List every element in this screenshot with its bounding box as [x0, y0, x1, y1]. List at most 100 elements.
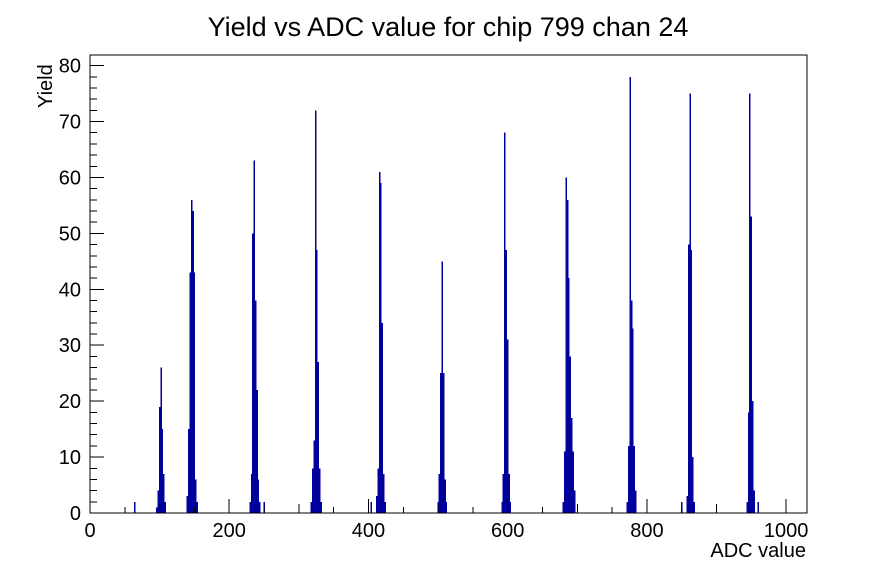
histogram-bin	[164, 501, 166, 513]
y-axis-title: Yield	[35, 64, 57, 108]
histogram-bin	[632, 328, 634, 513]
x-axis-title: ADC value	[710, 540, 806, 562]
histogram-bin	[383, 473, 385, 513]
histogram-bin	[757, 501, 760, 513]
histogram-bin	[566, 199, 569, 513]
histogram-bin	[746, 501, 748, 513]
histogram-bin	[440, 373, 442, 513]
histogram-bin	[751, 401, 754, 513]
histogram-bin	[254, 300, 257, 513]
histogram-bin	[157, 490, 159, 513]
histogram-bin	[312, 468, 314, 513]
histogram-bin	[692, 457, 694, 513]
histogram-bin	[562, 501, 565, 513]
histogram-bin	[160, 367, 162, 513]
histogram-bars	[133, 76, 760, 514]
y-tick-label: 0	[70, 503, 81, 525]
histogram-bin	[749, 93, 751, 513]
y-tick-label: 20	[59, 391, 81, 413]
histogram-bin	[442, 373, 445, 513]
histogram-bin	[193, 272, 196, 513]
histogram-bin	[635, 490, 637, 513]
y-axis-ticks	[90, 65, 104, 514]
x-tick-label: 200	[213, 520, 246, 542]
histogram-bin	[252, 233, 254, 513]
histogram-bin	[376, 496, 378, 513]
histogram-bin	[196, 501, 198, 513]
x-axis-tick-labels: 0 200 400 600 800 1000	[84, 520, 808, 542]
histogram-bin	[441, 261, 443, 513]
histogram-bin	[626, 501, 629, 513]
axis-frame	[89, 54, 808, 514]
x-tick-label: 800	[630, 520, 663, 542]
y-tick-label: 60	[59, 167, 81, 189]
histogram-bin	[256, 389, 258, 513]
histogram-bin	[381, 322, 384, 513]
y-tick-label: 80	[59, 56, 81, 78]
chart-title: Yield vs ADC value for chip 799 chan 24	[208, 12, 689, 42]
plot-frame	[89, 54, 808, 514]
histogram-bin	[250, 473, 253, 513]
y-tick-label: 10	[59, 447, 81, 469]
histogram-bin	[569, 356, 572, 513]
histogram-bin	[161, 429, 164, 513]
histogram-bin	[259, 501, 261, 513]
histogram-bin	[156, 507, 158, 513]
histogram-bin	[310, 501, 313, 513]
histogram-bin	[163, 473, 165, 513]
histogram-bin	[316, 250, 318, 514]
histogram-bin	[192, 211, 194, 513]
histogram-bin	[444, 479, 446, 513]
histogram-bin	[570, 417, 573, 513]
y-tick-label: 40	[59, 279, 81, 301]
histogram-bin	[564, 451, 566, 513]
histogram-bin	[445, 501, 448, 513]
histogram-bin	[568, 278, 570, 513]
histogram-bin	[750, 216, 753, 514]
histogram-bin	[509, 501, 512, 513]
histogram-bin	[630, 300, 633, 513]
histogram-bin	[377, 468, 379, 513]
histogram-bin	[384, 501, 386, 513]
histogram-bin	[693, 501, 695, 513]
histogram-bin	[158, 406, 161, 513]
x-axis-ticks	[89, 499, 787, 513]
histogram-bin	[317, 362, 320, 513]
histogram-bin	[690, 250, 693, 514]
histogram-bin	[133, 501, 136, 513]
histogram-bin	[188, 429, 190, 513]
histogram-bin	[378, 171, 381, 513]
x-tick-label: 400	[352, 520, 385, 542]
histogram-bin	[186, 496, 189, 513]
histogram-bin	[753, 490, 755, 513]
histogram-bin	[506, 339, 509, 513]
y-axis-tick-labels: 0 10 20 30 40 50 60 70 80	[59, 56, 81, 525]
histogram-bin	[314, 110, 317, 514]
histogram-bin	[320, 501, 322, 513]
y-tick-label: 50	[59, 223, 81, 245]
histogram-bin	[195, 479, 197, 513]
y-tick-label: 70	[59, 112, 81, 134]
histogram-bin	[380, 183, 382, 513]
histogram-bin	[633, 445, 636, 513]
x-tick-label: 0	[84, 520, 95, 542]
histogram-bin	[257, 479, 260, 513]
histogram-bin	[438, 473, 441, 513]
histogram-bin	[628, 445, 630, 513]
histogram-bin	[747, 412, 750, 513]
histogram-bin	[508, 473, 510, 513]
histogram-bin	[318, 468, 321, 513]
histogram-bin	[501, 501, 503, 513]
x-tick-label: 600	[491, 520, 524, 542]
histogram-bin	[249, 501, 251, 513]
histogram-bin	[687, 244, 690, 513]
y-tick-label: 30	[59, 335, 81, 357]
histogram-bin	[565, 177, 567, 513]
histogram-bin	[504, 132, 506, 514]
histogram-bin	[572, 451, 574, 513]
histogram-bin	[189, 272, 191, 513]
histogram-bin	[190, 199, 193, 513]
histogram-bin	[689, 93, 691, 513]
histogram-bin	[370, 501, 372, 513]
